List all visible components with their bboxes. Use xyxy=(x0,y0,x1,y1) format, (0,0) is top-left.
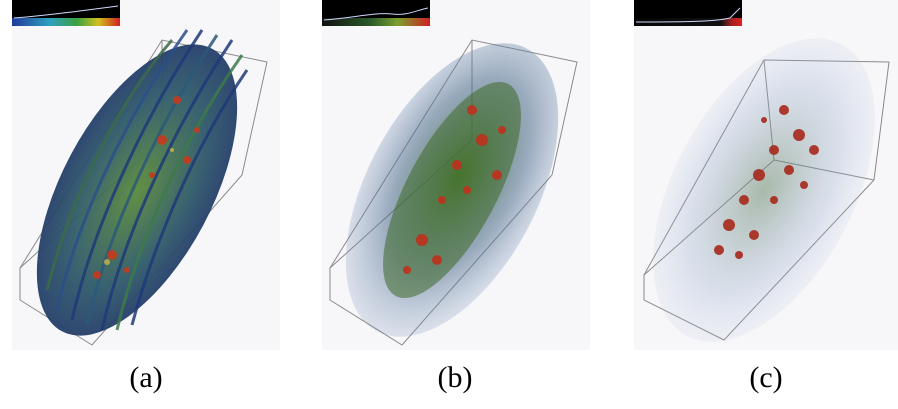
caption-c: (c) xyxy=(749,361,783,394)
streamline-render-a xyxy=(19,29,268,346)
caption-a: (a) xyxy=(129,361,163,394)
transfer-function-bar-a xyxy=(12,0,120,26)
panel-b xyxy=(322,0,590,350)
caption-b: (b) xyxy=(437,361,473,394)
streamline-render-b xyxy=(329,39,578,346)
transfer-function-bar-c xyxy=(634,0,742,26)
panel-a xyxy=(12,0,280,350)
transfer-function-bar-b xyxy=(322,0,430,26)
streamline-render-c xyxy=(643,38,890,342)
panel-c xyxy=(634,0,898,350)
